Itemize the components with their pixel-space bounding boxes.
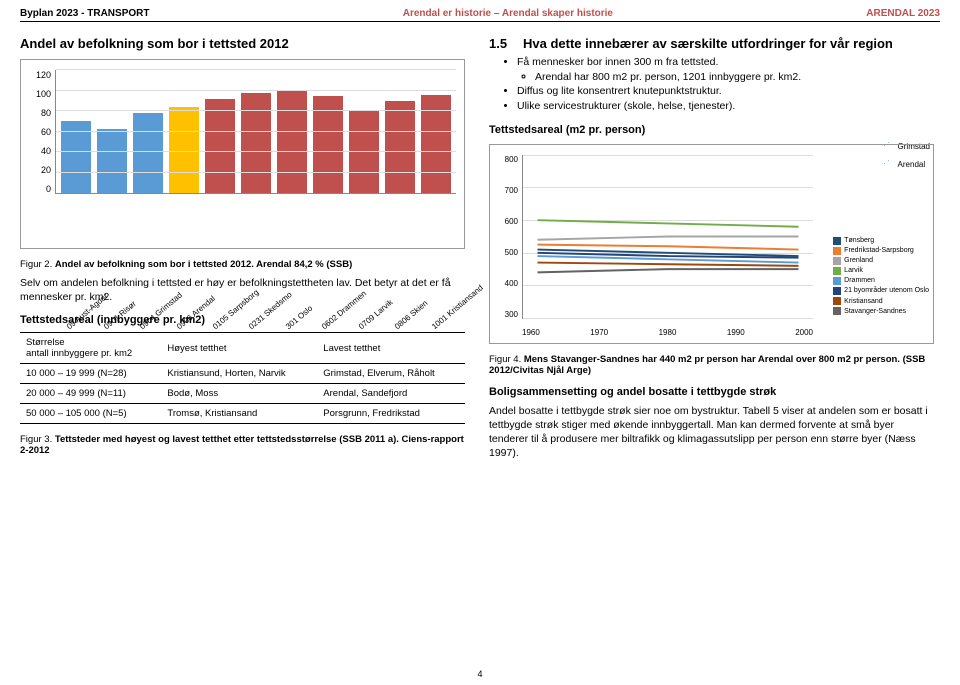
figure2-text: Andel av befolkning som bor i tettsted 2… <box>55 259 352 270</box>
bar-chart-title: Andel av befolkning som bor i tettsted 2… <box>20 36 465 51</box>
bullet-text: Få mennesker bor innen 300 m fra tettste… <box>517 56 718 68</box>
left-column: Andel av befolkning som bor i tettsted 2… <box>20 36 465 460</box>
line-chart-box: 800700600500400300 19601970198019902000 … <box>489 144 934 344</box>
bar <box>241 93 271 193</box>
figure3-label: Figur 3. <box>20 434 52 445</box>
section-15-title: Hva dette innebærer av særskilte utfordr… <box>523 36 893 51</box>
table-cell: 10 000 – 19 999 (N=28) <box>20 364 161 384</box>
table-row: 10 000 – 19 999 (N=28) Kristiansund, Hor… <box>20 364 465 384</box>
bullet-item: Diffus og lite konsentrert knutepunktstr… <box>517 84 934 99</box>
table-cell: Grimstad, Elverum, Råholt <box>317 364 465 384</box>
figure4-label: Figur 4. <box>489 354 521 365</box>
bar-chart-yaxis: 120100806040200 <box>29 70 55 194</box>
figure2-label: Figur 2. <box>20 259 52 270</box>
table-cell: Kristiansund, Horten, Narvik <box>161 364 317 384</box>
bar <box>61 121 91 193</box>
header-right: ARENDAL 2023 <box>866 8 940 19</box>
section-15-number: 1.5 <box>489 36 513 51</box>
paragraph-2: Andel bosatte i tettbygde strøk sier noe… <box>489 404 934 461</box>
legend-item: Tønsberg <box>833 236 929 245</box>
table-cell: Tromsø, Kristiansand <box>161 404 317 424</box>
legend-item: Larvik <box>833 266 929 275</box>
bar <box>169 107 199 193</box>
table-row: 50 000 – 105 000 (N=5) Tromsø, Kristians… <box>20 404 465 424</box>
table-cell: Porsgrunn, Fredrikstad <box>317 404 465 424</box>
bar-chart-xlabels: 09 Aust-Agder0901 Risør0904 Grimstad0906… <box>55 277 456 286</box>
right-column: 1.5 Hva dette innebærer av særskilte utf… <box>489 36 934 460</box>
bar-chart-box: 120100806040200 09 Aust-Agder0901 Risør0… <box>20 59 465 249</box>
legend-item: Drammen <box>833 276 929 285</box>
legend-item: 21 byområder utenom Oslo <box>833 286 929 295</box>
legend-item: Grenland <box>833 256 929 265</box>
bullet-item: Få mennesker bor innen 300 m fra tettste… <box>517 55 934 84</box>
bullet-sub-item: Arendal har 800 m2 pr. person, 1201 innb… <box>535 70 934 85</box>
table-cell: Bodø, Moss <box>161 384 317 404</box>
content-columns: Andel av befolkning som bor i tettsted 2… <box>20 36 940 460</box>
bullet-item: Ulike servicestrukturer (skole, helse, t… <box>517 99 934 114</box>
figure3-caption: Figur 3. Tettsteder med høyest og lavest… <box>20 434 465 456</box>
line-chart-xaxis: 19601970198019902000 <box>522 328 813 337</box>
table-cell: 20 000 – 49 999 (N=11) <box>20 384 161 404</box>
table-cell: 50 000 – 105 000 (N=5) <box>20 404 161 424</box>
legend-item: Fredrikstad-Sarpsborg <box>833 246 929 255</box>
table-header-1: Høyest tetthet <box>161 333 317 364</box>
figure2-caption: Figur 2. Andel av befolkning som bor i t… <box>20 259 465 270</box>
bullet-list: Få mennesker bor innen 300 m fra tettste… <box>489 55 934 114</box>
bar <box>97 129 127 193</box>
bar <box>277 91 307 194</box>
bar <box>349 111 379 193</box>
figure4-text: Mens Stavanger-Sandnes har 440 m2 pr per… <box>489 354 925 376</box>
page-number: 4 <box>477 669 482 679</box>
table-header-2: Lavest tetthet <box>317 333 465 364</box>
legend-item: Kristiansand <box>833 297 929 306</box>
bar <box>205 99 235 193</box>
figure4-caption: Figur 4. Mens Stavanger-Sandnes har 440 … <box>489 354 934 376</box>
table-header-0: Størrelse antall innbyggere pr. km2 <box>20 333 161 364</box>
table-row: 20 000 – 49 999 (N=11) Bodø, Moss Arenda… <box>20 384 465 404</box>
header-left: Byplan 2023 - TRANSPORT <box>20 8 149 19</box>
line-chart-plot <box>522 155 813 319</box>
density-table: Størrelse antall innbyggere pr. km2 Høye… <box>20 332 465 424</box>
table-cell: Arendal, Sandefjord <box>317 384 465 404</box>
subheading-tettsted-m2: Tettstedsareal (m2 pr. person) <box>489 124 934 136</box>
figure3-text: Tettsteder med høyest og lavest tetthet … <box>20 434 464 456</box>
line-chart-yaxis: 800700600500400300 <box>494 155 518 319</box>
bar-chart-bars <box>56 70 456 193</box>
bar-chart-plot <box>55 70 456 194</box>
bar <box>133 113 163 193</box>
page-header: Byplan 2023 - TRANSPORT Arendal er histo… <box>20 8 940 22</box>
legend-item: Stavanger-Sandnes <box>833 307 929 316</box>
bar <box>385 101 415 193</box>
bar-chart: 120100806040200 09 Aust-Agder0901 Risør0… <box>29 70 456 240</box>
line-chart-legend: TønsbergFredrikstad-SarpsborgGrenlandLar… <box>833 236 929 317</box>
section-15-heading: 1.5 Hva dette innebærer av særskilte utf… <box>489 36 934 51</box>
table-header-row: Størrelse antall innbyggere pr. km2 Høye… <box>20 333 465 364</box>
header-middle: Arendal er historie – Arendal skaper his… <box>403 8 613 19</box>
subheading-bolig: Boligsammensetting og andel bosatte i te… <box>489 386 934 398</box>
